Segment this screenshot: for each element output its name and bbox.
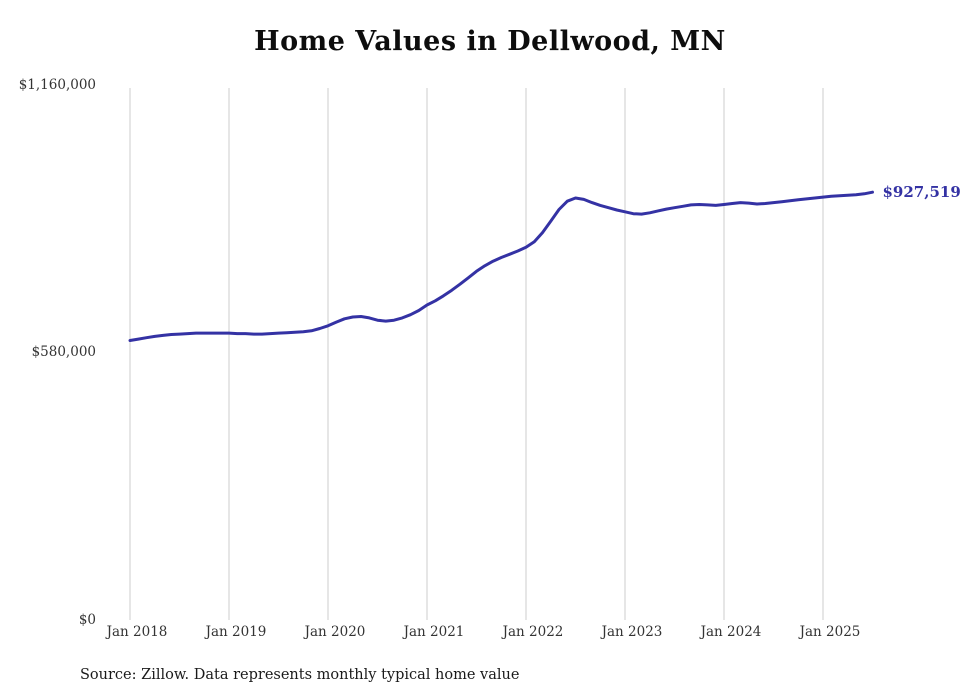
chart-title: Home Values in Dellwood, MN (254, 26, 726, 57)
y-axis-label-zero: $0 (78, 612, 96, 628)
y-axis-label-mid: $580,000 (31, 344, 96, 360)
y-axis-label-max: $1,160,000 (18, 77, 96, 93)
source-note: Source: Zillow. Data represents monthly … (80, 667, 520, 683)
home-value-line (128, 190, 874, 342)
latest-value-label: $927,519 (882, 183, 961, 202)
